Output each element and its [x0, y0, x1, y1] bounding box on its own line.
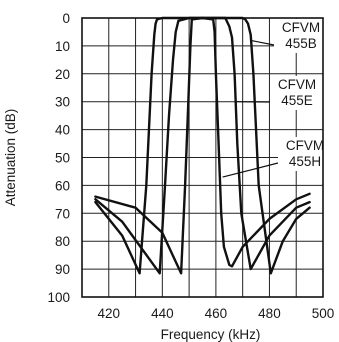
- series-label-text: 455H: [289, 154, 321, 169]
- x-axis-title: Frequency (kHz): [161, 327, 261, 342]
- series-line-cfvm-455h: [94, 16, 311, 275]
- y-tick-label: 70: [55, 206, 70, 221]
- x-tick-label: 480: [258, 306, 281, 321]
- y-tick-label: 90: [55, 262, 70, 277]
- y-tick-label: 40: [55, 123, 70, 138]
- x-tick-label: 460: [205, 306, 228, 321]
- y-tick-label: 0: [62, 11, 70, 26]
- x-tick-label: 440: [151, 306, 174, 321]
- curves: [94, 16, 311, 275]
- tick-labels: 0 10 20 30 40 50 60 70 80 90 100 420 440 460 480 500: [47, 11, 334, 321]
- y-tick-label: 10: [55, 39, 70, 54]
- x-tick-label: 500: [312, 306, 335, 321]
- y-tick-label: 50: [55, 151, 70, 166]
- series-label-text: CFVM: [278, 77, 316, 92]
- series-label-text: 455E: [281, 93, 313, 108]
- y-tick-label: 100: [47, 290, 70, 305]
- leader-line: [222, 162, 279, 178]
- series-line-cfvm-455e: [94, 16, 311, 275]
- plot-frame: [81, 17, 324, 298]
- label-background: [274, 19, 328, 53]
- y-tick-label: 20: [55, 67, 70, 82]
- series-label-text: CFVM: [286, 138, 324, 153]
- y-tick-label: 80: [55, 234, 70, 249]
- y-tick-label: 60: [55, 178, 70, 193]
- series-label-text: 455B: [285, 36, 317, 51]
- label-background: [270, 76, 324, 110]
- series-label-text: CFVM: [282, 20, 320, 35]
- series-line-cfvm-455b: [94, 16, 311, 275]
- y-axis-title: Attenuation (dB): [3, 109, 18, 207]
- leader-line: [250, 39, 275, 46]
- y-tick-label: 30: [55, 95, 70, 110]
- x-tick-label: 420: [98, 306, 121, 321]
